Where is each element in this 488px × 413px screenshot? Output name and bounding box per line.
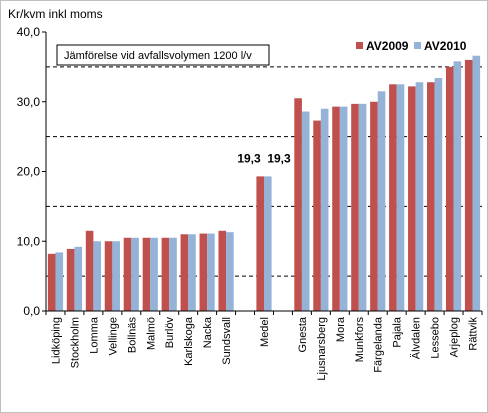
bar-av2009 [408,86,416,311]
bar-av2010 [74,246,83,311]
legend-swatch [356,42,363,49]
x-tick-label: Lomma [88,316,100,354]
bar-av2010 [112,241,120,311]
x-tick-label: Vellinge [107,317,119,356]
bar-av2010 [396,84,405,311]
x-tick-label: Pajala [392,316,404,347]
x-tick-label: Mora [335,316,347,342]
x-tick-label: Stockholm [69,317,81,368]
bars [47,55,481,312]
annotation-box: Jämförelse vid avfallsvolymen 1200 l/v [56,44,270,66]
annotation-text: Jämförelse vid avfallsvolymen 1200 l/v [64,50,252,62]
bar-av2010 [226,232,234,311]
legend-label: AV2010 [424,39,467,53]
x-tick-label: Gnesta [297,316,309,352]
x-tick-label: Färgelanda [373,316,385,373]
bar-av2009 [464,59,473,312]
bar-av2010 [207,233,215,311]
bar-av2009 [389,84,397,311]
x-tick-label: Bollnäs [126,317,138,354]
bar-av2009 [47,253,56,311]
bar-av2009 [370,101,378,311]
bar-av2009 [85,230,94,311]
bar-av2010 [188,234,196,311]
x-tick-label: Lessebo [430,317,442,359]
bar-av2009 [123,237,132,311]
bar-av2010 [320,108,329,311]
bar-av2009 [313,120,321,312]
bar-av2010 [93,241,101,311]
x-tick-label: Sundsvall [221,317,233,365]
bar-av2010 [169,237,177,311]
bar-av2009 [351,103,359,311]
bar-av2009 [142,237,151,311]
x-tick-label: Älvdalen [411,317,423,359]
bar-av2009 [332,106,340,311]
bar-av2009 [104,241,113,311]
y-tick-label: 10,0 [17,234,41,248]
bar-av2010 [301,111,310,311]
x-tick-label: Nacka [202,316,214,348]
y-tick-label: 20,0 [17,165,41,179]
axes [42,31,483,315]
data-label: 19,3 [237,151,261,165]
bar-av2009 [161,237,170,311]
bar-av2010 [131,237,139,311]
y-axis-label: Kr/kvm inkl moms [8,7,103,21]
x-tick-label: Medel [259,317,271,347]
bar-av2009 [199,233,208,311]
bar-av2009 [445,66,454,311]
bar-av2010 [434,78,443,311]
legend: AV2009 AV2010 [356,39,467,53]
bar-av2009 [256,176,264,311]
y-tick-label: 0,0 [23,304,40,318]
bar-av2010 [264,176,272,311]
bar-av2010 [55,252,64,311]
bar-av2009 [66,248,75,311]
x-tick-label: Ljusnarsberg [316,317,328,381]
x-tick-label: Malmö [145,317,157,350]
bar-av2009 [218,230,227,311]
bar-av2010 [339,106,348,311]
bar-av2009 [180,234,189,311]
x-tick-label: Karlskoga [183,316,195,366]
data-label: 19,3 [267,151,291,165]
x-tick-labels: Lidköping Stockholm Lomma Vellinge Bollnäs Ma… [50,316,479,380]
bar-av2009 [294,98,302,311]
x-tick-label: Munkfors [354,317,366,363]
bar-av2010 [377,91,386,311]
legend-swatch [414,42,421,49]
bar-av2010 [472,55,481,312]
x-tick-label: Lidköping [50,317,62,364]
y-tick-labels: 0,0 10,0 20,0 30,0 40,0 [17,25,41,318]
data-labels: 19,3 19,3 [237,151,291,165]
bar-av2010 [415,82,424,311]
y-tick-label: 30,0 [17,95,41,109]
legend-label: AV2009 [366,39,409,53]
x-tick-label: Arjeplog [449,317,461,357]
bar-av2010 [150,237,158,311]
x-tick-label: Rättvik [468,317,480,351]
bar-av2010 [358,103,367,311]
bar-av2009 [427,82,435,311]
y-tick-label: 40,0 [17,25,41,39]
bar-av2010 [453,61,462,311]
x-tick-label: Burlöv [164,317,176,349]
